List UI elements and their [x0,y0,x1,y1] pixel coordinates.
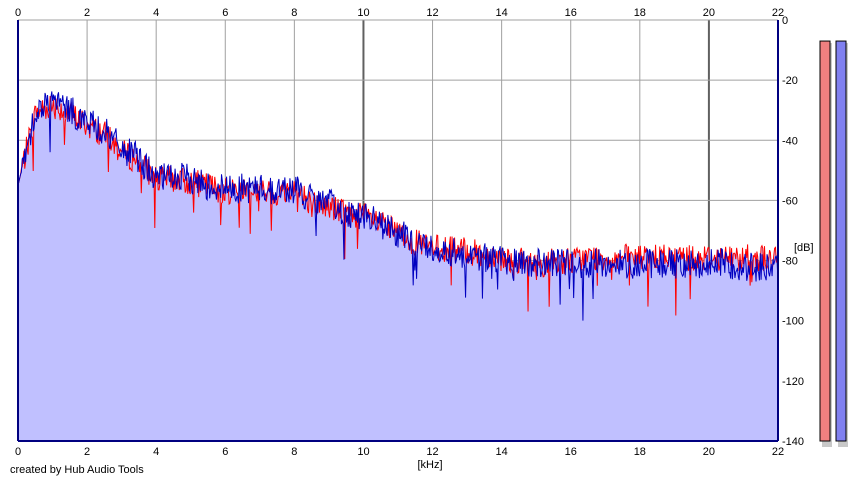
x-tick-label-bottom: 14 [496,446,508,458]
level-meters [819,40,848,448]
x-tick-label-bottom: 10 [357,446,369,458]
x-tick-label-top: 4 [153,7,159,19]
series-line-blue [17,91,779,321]
credit-text: created by Hub Audio Tools [10,464,144,476]
x-tick-label-bottom: 4 [153,446,159,458]
x-tick-labels-top: 0 2 4 6 8 10 12 14 16 18 20 22 [15,7,784,19]
y-tick-labels: 0 -20 -40 -60 -80 -100 -120 -140 [782,15,804,448]
y-tick-label: -120 [782,376,804,388]
y-tick-label: -60 [782,195,798,207]
y-tick-label: -100 [782,316,804,328]
x-tick-label-bottom: 22 [772,446,784,458]
y-tick-label: 0 [782,15,788,27]
x-tick-label-bottom: 2 [84,446,90,458]
y-tick-label: -40 [782,135,798,147]
level-meter-bar [819,40,831,442]
y-tick-label: -140 [782,436,804,448]
x-tick-label-bottom: 20 [703,446,715,458]
plot-frame [17,20,779,442]
x-tick-label-top: 18 [634,7,646,19]
x-tick-label-top: 20 [703,7,715,19]
x-tick-labels-bottom: 0 2 4 6 8 10 12 14 16 18 20 22 [15,446,784,458]
level-meter-bar [835,40,847,442]
x-tick-label-top: 6 [222,7,228,19]
x-axis-label: [kHz] [417,459,442,471]
x-tick-label-bottom: 18 [634,446,646,458]
x-tick-label-top: 22 [772,7,784,19]
x-tick-label-bottom: 0 [15,446,21,458]
x-tick-label-top: 14 [496,7,508,19]
x-tick-label-top: 8 [291,7,297,19]
x-tick-label-top: 0 [15,7,21,19]
x-tick-label-bottom: 12 [426,446,438,458]
series-lines [17,91,779,321]
x-tick-label-top: 12 [426,7,438,19]
x-tick-label-top: 10 [357,7,369,19]
x-tick-label-top: 2 [84,7,90,19]
y-axis-label: [dB] [794,242,814,254]
x-tick-label-bottom: 16 [565,446,577,458]
x-tick-label-bottom: 8 [291,446,297,458]
y-tick-label: -80 [782,256,798,268]
x-tick-label-bottom: 6 [222,446,228,458]
y-tick-label: -20 [782,75,798,87]
x-tick-label-top: 16 [565,7,577,19]
